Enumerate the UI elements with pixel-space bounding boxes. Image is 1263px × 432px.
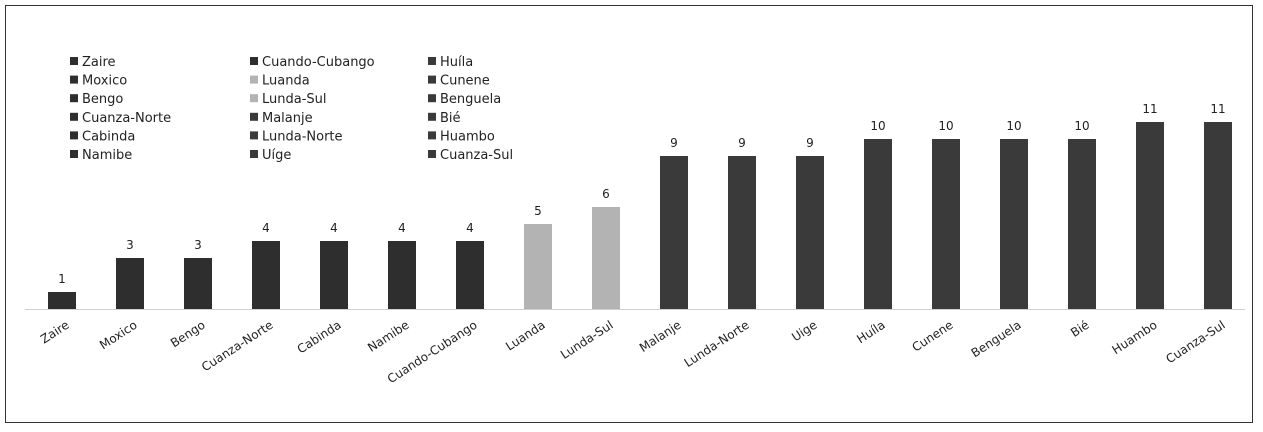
legend-label-17: Cuanza-Sul <box>440 148 513 163</box>
x-tick-label-0: Zaire <box>38 318 72 347</box>
legend-swatch-0 <box>70 57 78 65</box>
x-tick-label-15: Bié <box>1068 318 1092 340</box>
x-tick-label-10: Lunda-Norte <box>682 318 752 370</box>
legend-swatch-14 <box>428 94 436 103</box>
bar-value-label-16: 11 <box>1142 102 1157 116</box>
bar-5 <box>388 241 416 309</box>
bar-15 <box>1068 139 1096 309</box>
bar-value-label-12: 10 <box>870 119 885 133</box>
legend-swatch-9 <box>250 112 258 121</box>
bar-4 <box>320 241 348 309</box>
legend-label-14: Benguela <box>440 92 501 107</box>
bar-value-label-7: 5 <box>534 204 542 218</box>
legend-label-8: Lunda-Sul <box>262 92 327 107</box>
x-tick-label-17: Cuanza-Sul <box>1163 318 1227 366</box>
x-tick-label-3: Cuanza-Norte <box>199 318 276 375</box>
legend-label-0: Zaire <box>82 55 116 70</box>
legend-label-12: Huíla <box>440 55 473 70</box>
legend-label-10: Lunda-Norte <box>262 129 343 144</box>
bar-10 <box>728 156 756 309</box>
bar-14 <box>1000 139 1028 309</box>
bar-value-label-2: 3 <box>194 238 202 252</box>
legend-swatch-5 <box>70 150 78 158</box>
bar-12 <box>864 139 892 309</box>
x-tick-label-13: Cunene <box>909 318 955 355</box>
legend-label-1: Moxico <box>82 74 127 89</box>
bar-7 <box>524 224 552 309</box>
legend-swatch-2 <box>70 94 78 103</box>
legend-label-11: Uíge <box>262 148 291 163</box>
bar-value-label-8: 6 <box>602 187 610 201</box>
legend-swatch-4 <box>70 131 78 140</box>
legend-label-2: Bengo <box>82 92 123 107</box>
bar-6 <box>456 241 484 309</box>
x-tick-label-1: Moxico <box>97 318 140 352</box>
bar-value-label-9: 9 <box>670 136 678 150</box>
legend-swatch-7 <box>250 75 258 84</box>
legend-label-9: Malanje <box>262 111 313 126</box>
bar-value-label-14: 10 <box>1006 119 1021 133</box>
legend-label-4: Cabinda <box>82 129 135 144</box>
bar-value-label-4: 4 <box>330 221 338 235</box>
x-tick-label-7: Luanda <box>503 318 548 354</box>
legend-swatch-6 <box>250 57 258 65</box>
legend-label-6: Cuando-Cubango <box>262 55 375 70</box>
bar-value-label-10: 9 <box>738 136 746 150</box>
bar-3 <box>252 241 280 309</box>
legend-swatch-1 <box>70 75 78 84</box>
legend-label-13: Cunene <box>440 74 490 89</box>
x-tick-label-16: Huambo <box>1110 318 1160 357</box>
legend-swatch-16 <box>428 131 436 140</box>
legend-swatch-11 <box>250 150 258 158</box>
legend-label-15: Bié <box>440 111 461 126</box>
legend-label-5: Namibe <box>82 148 132 163</box>
x-tick-label-5: Namibe <box>365 318 412 355</box>
bar-11 <box>796 156 824 309</box>
chart-frame <box>5 5 1253 423</box>
x-tick-label-11: Uige <box>789 318 819 345</box>
bar-17 <box>1204 122 1232 309</box>
x-tick-label-14: Benguela <box>969 318 1024 361</box>
bar-value-label-15: 10 <box>1074 119 1089 133</box>
legend-swatch-12 <box>428 57 436 65</box>
legend-swatch-10 <box>250 131 258 140</box>
x-tick-label-4: Cabinda <box>295 318 344 357</box>
bar-value-label-6: 4 <box>466 221 474 235</box>
legend-label-7: Luanda <box>262 74 310 89</box>
legend-label-3: Cuanza-Norte <box>82 111 171 126</box>
bar-value-label-5: 4 <box>398 221 406 235</box>
bar-13 <box>932 139 960 309</box>
legend-swatch-17 <box>428 150 436 158</box>
bar-0 <box>48 292 76 309</box>
legend-swatch-8 <box>250 94 258 103</box>
bar-value-label-3: 4 <box>262 221 270 235</box>
bar-value-label-0: 1 <box>58 272 66 286</box>
legend-swatch-13 <box>428 75 436 84</box>
x-tick-label-2: Bengo <box>168 318 208 351</box>
bar-value-label-13: 10 <box>938 119 953 133</box>
bar-16 <box>1136 122 1164 309</box>
legend-swatch-15 <box>428 112 436 121</box>
x-tick-label-8: Lunda-Sul <box>558 318 616 362</box>
bar-8 <box>592 207 620 309</box>
legend-swatch-3 <box>70 112 78 121</box>
bar-value-label-11: 9 <box>806 136 814 150</box>
x-tick-label-9: Malanje <box>637 318 684 355</box>
x-tick-label-12: Huíla <box>854 318 887 346</box>
bar-value-label-1: 3 <box>126 238 134 252</box>
legend-label-16: Huambo <box>440 129 495 144</box>
bar-2 <box>184 258 212 309</box>
bar-1 <box>116 258 144 309</box>
bar-9 <box>660 156 688 309</box>
bar-value-label-17: 11 <box>1210 102 1225 116</box>
